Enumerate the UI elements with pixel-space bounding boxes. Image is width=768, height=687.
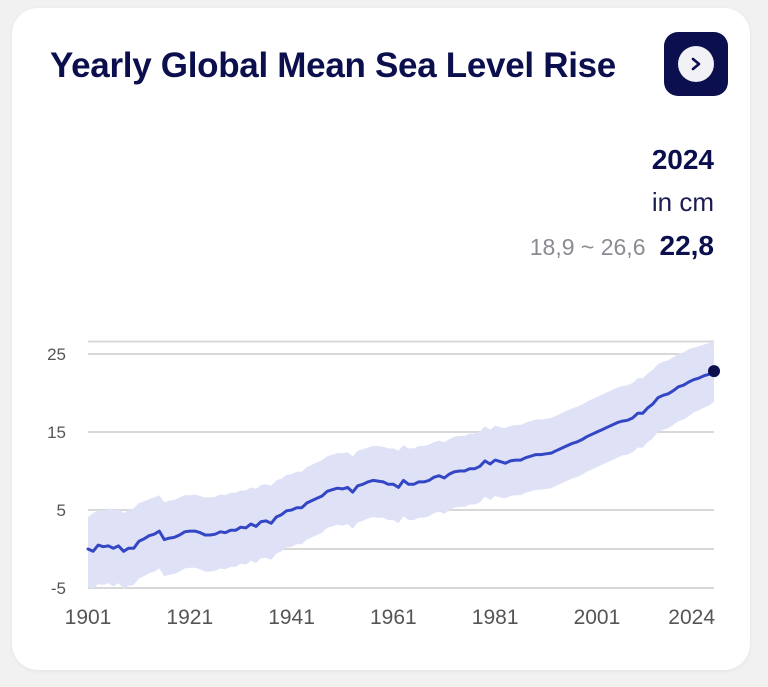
x-tick-label: 1921: [166, 606, 213, 629]
summary-panel: 2024 in cm 18,9 ~ 26,6 22,8: [530, 140, 714, 269]
summary-unit: in cm: [651, 187, 714, 217]
summary-value-row: 18,9 ~ 26,6 22,8: [530, 224, 714, 269]
chevron-right-icon: [691, 57, 701, 71]
summary-range: 18,9 ~ 26,6: [529, 234, 646, 260]
x-axis-ticks: 1901 1921 1941 1961 1981 2001 2024: [65, 606, 716, 629]
card-title: Yearly Global Mean Sea Level Rise: [50, 46, 616, 85]
x-tick-label: 1941: [268, 606, 315, 629]
mean-line: [86, 369, 716, 553]
x-tick-label: 1901: [65, 606, 112, 629]
uncertainty-band: [88, 341, 714, 589]
y-tick-label: 15: [47, 423, 66, 442]
y-tick-label: 25: [47, 345, 66, 364]
y-axis-ticks: 25 15 5 -5: [47, 345, 66, 598]
next-button[interactable]: [664, 32, 728, 96]
x-tick-label: 2001: [574, 606, 621, 629]
x-tick-label: 1981: [472, 606, 519, 629]
endpoint-marker[interactable]: [708, 365, 720, 378]
y-tick-label: 5: [57, 501, 66, 520]
x-tick-label: 2024: [668, 606, 715, 629]
x-tick-label: 1961: [370, 606, 417, 629]
next-button-circle: [678, 46, 714, 82]
y-tick-label: -5: [51, 579, 66, 598]
summary-year: 2024: [651, 144, 714, 175]
summary-value: 22,8: [659, 230, 715, 261]
